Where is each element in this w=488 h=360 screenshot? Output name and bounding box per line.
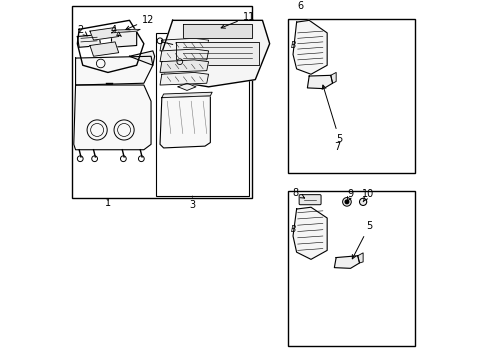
- Polygon shape: [111, 29, 140, 33]
- Polygon shape: [77, 20, 143, 72]
- Polygon shape: [176, 42, 258, 65]
- Text: 9: 9: [346, 189, 353, 202]
- Text: 4: 4: [110, 26, 121, 36]
- Text: 5: 5: [322, 85, 342, 144]
- Polygon shape: [160, 60, 208, 72]
- Circle shape: [345, 200, 348, 204]
- Text: 10: 10: [362, 189, 374, 202]
- Polygon shape: [292, 207, 326, 259]
- Text: 11: 11: [221, 12, 254, 28]
- FancyBboxPatch shape: [72, 6, 251, 198]
- FancyBboxPatch shape: [156, 33, 249, 197]
- FancyBboxPatch shape: [287, 18, 414, 173]
- Text: B: B: [290, 225, 295, 234]
- Polygon shape: [74, 85, 151, 150]
- FancyBboxPatch shape: [299, 195, 321, 205]
- Polygon shape: [160, 49, 208, 62]
- Text: 12: 12: [125, 15, 154, 30]
- Polygon shape: [160, 96, 210, 148]
- Polygon shape: [160, 72, 208, 85]
- Text: 8: 8: [292, 188, 304, 198]
- FancyBboxPatch shape: [287, 191, 414, 346]
- Circle shape: [342, 198, 350, 206]
- Text: 1: 1: [104, 198, 111, 208]
- Polygon shape: [334, 256, 359, 268]
- Polygon shape: [77, 35, 101, 47]
- Text: 2: 2: [77, 26, 87, 36]
- Polygon shape: [111, 31, 136, 47]
- Polygon shape: [129, 51, 154, 65]
- Polygon shape: [162, 20, 269, 87]
- Text: 3: 3: [189, 196, 195, 210]
- Polygon shape: [160, 38, 208, 51]
- Polygon shape: [178, 83, 196, 90]
- Text: 6: 6: [297, 1, 303, 11]
- Polygon shape: [330, 72, 335, 83]
- Text: 5: 5: [351, 221, 371, 259]
- Polygon shape: [292, 20, 326, 74]
- Polygon shape: [307, 75, 332, 89]
- Polygon shape: [76, 56, 153, 85]
- Circle shape: [361, 200, 364, 204]
- Polygon shape: [357, 253, 363, 263]
- Polygon shape: [183, 24, 251, 38]
- Polygon shape: [90, 42, 119, 56]
- Polygon shape: [90, 27, 119, 40]
- Text: B: B: [290, 41, 295, 50]
- Polygon shape: [162, 92, 212, 98]
- Text: 7: 7: [333, 142, 340, 152]
